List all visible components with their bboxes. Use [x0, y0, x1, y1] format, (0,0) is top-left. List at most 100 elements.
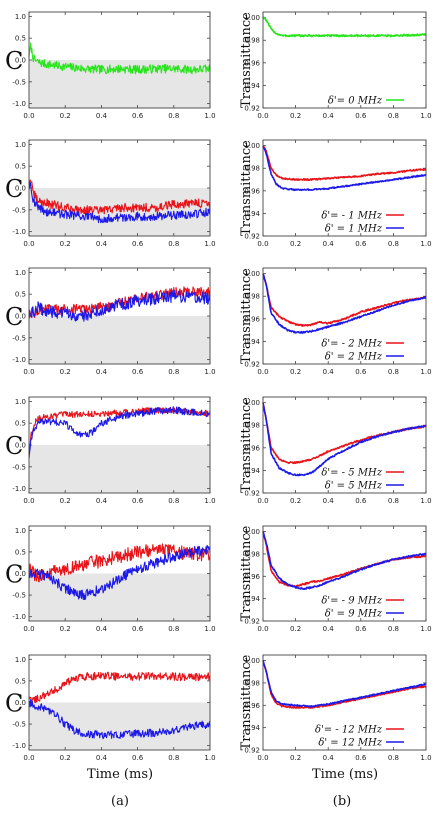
y-tick-label: 0.5	[15, 420, 26, 428]
x-tick-label: 0.4	[96, 497, 108, 505]
y-axis-label-c: C	[5, 561, 23, 589]
series-line-blue	[262, 531, 427, 590]
plot-frame	[28, 525, 211, 622]
series-line-red	[262, 273, 427, 327]
y-tick-label: 0.96	[244, 444, 260, 452]
y-tick-label: 0.94	[244, 595, 260, 603]
x-tick-label: 0.4	[96, 625, 108, 633]
y-tick-label: 1.00	[244, 270, 260, 278]
plot-frame	[28, 11, 211, 109]
y-axis-label-transmittance: Transmittance	[239, 525, 254, 621]
series-line-red	[28, 179, 211, 215]
x-tick-label: 1.0	[204, 497, 215, 505]
series-line-green	[262, 16, 427, 38]
x-tick-label: 0.4	[323, 754, 335, 762]
chart-a-row-5: -1.0 -0.5 0.0 0.5 1.0 0.0 0.2 0.4 0.6 0.8 1.0 C	[5, 525, 216, 633]
x-tick-label: 0.0	[257, 754, 268, 762]
x-tick-label: 1.0	[420, 240, 431, 248]
x-axis-label-a: Time (ms)	[87, 767, 153, 782]
x-tick-label: 0.6	[132, 497, 144, 505]
y-tick-label: 0.98	[244, 293, 260, 301]
y-tick-label: 1.0	[15, 656, 26, 664]
y-tick-label: 0.92	[244, 490, 260, 498]
x-tick-label: 0.4	[323, 625, 335, 633]
plot-frame	[262, 139, 427, 237]
x-tick-label: 0.4	[96, 368, 108, 376]
x-tick-label: 1.0	[204, 240, 215, 248]
chart-a-row-2: -1.0 -0.5 0.0 0.5 1.0 0.0 0.2 0.4 0.6 0.8 1.0 C	[5, 139, 216, 248]
y-tick-label: 0.5	[15, 163, 26, 171]
y-axis-label-transmittance: Transmittance	[239, 654, 254, 750]
x-tick-label: 0.6	[355, 368, 367, 376]
y-axis-label-transmittance: Transmittance	[239, 268, 254, 364]
series-line-red	[262, 660, 427, 709]
x-tick-label: 0.4	[96, 754, 108, 762]
x-tick-label: 0.8	[388, 368, 399, 376]
chart-b-row-5: 0.92 0.94 0.96 0.98 1.00 0.0 0.2 0.4 0.6 0.8 1.0 Tr…	[239, 525, 432, 633]
y-tick-label: 0.92	[244, 105, 260, 113]
series-line-red	[262, 145, 427, 181]
y-axis-label-transmittance: Transmittance	[239, 12, 254, 108]
x-tick-label: 0.0	[23, 112, 34, 120]
series-line-blue	[262, 402, 427, 477]
y-tick-label: 0.94	[244, 338, 260, 346]
x-tick-label: 0.6	[132, 368, 144, 376]
y-axis-label-c: C	[5, 175, 23, 203]
y-axis-label-transmittance: Transmittance	[239, 397, 254, 493]
series-line-blue	[28, 289, 211, 322]
x-tick-label: 0.4	[323, 368, 335, 376]
x-tick-label: 0.2	[60, 625, 71, 633]
x-tick-label: 0.8	[168, 112, 179, 120]
y-tick-label: 0.98	[244, 165, 260, 173]
y-tick-label: 0.5	[15, 291, 26, 299]
chart-b-row-4: 0.92 0.94 0.96 0.98 1.00 0.0 0.2 0.4 0.6 0.8 1.0 Tr…	[239, 396, 432, 505]
plot-frame	[262, 525, 427, 622]
y-tick-label: 0.92	[244, 618, 260, 626]
y-tick-label: 1.00	[244, 528, 260, 536]
plot-frame	[262, 654, 427, 751]
legend-label: δ'= - 2 MHz	[321, 339, 382, 350]
x-tick-label: 0.2	[290, 754, 301, 762]
x-tick-label: 0.4	[96, 240, 108, 248]
x-tick-label: 0.8	[388, 625, 399, 633]
y-tick-label: 1.0	[15, 141, 26, 149]
negative-region-shading	[29, 702, 210, 750]
y-tick-label: -1.0	[12, 228, 26, 236]
series-line-blue	[28, 699, 211, 740]
x-tick-label: 0.0	[257, 497, 268, 505]
y-tick-label: 1.0	[15, 527, 26, 535]
y-tick-label: 0.0	[15, 442, 26, 450]
y-tick-label: 0.5	[15, 548, 26, 556]
legend-label: δ'= - 1 MHz	[321, 211, 382, 222]
legend-label: δ'= 0 MHz	[328, 96, 383, 107]
y-tick-label: 0.92	[244, 361, 260, 369]
plot-frame	[28, 396, 211, 494]
legend-label: δ'= - 12 MHz	[315, 725, 383, 736]
x-tick-label: 0.4	[96, 112, 108, 120]
y-tick-label: 0.94	[244, 467, 260, 475]
y-tick-label: 0.98	[244, 550, 260, 558]
y-tick-label: 0.0	[15, 570, 26, 578]
chart-b-row-6: 0.92 0.94 0.96 0.98 1.00 0.0 0.2 0.4 0.6 0.8 1.0 Tr…	[239, 654, 432, 762]
x-tick-label: 0.2	[60, 368, 71, 376]
y-tick-label: 0.0	[15, 313, 26, 321]
legend-label: δ'= - 9 MHz	[321, 596, 382, 607]
x-tick-label: 0.2	[290, 368, 301, 376]
x-tick-label: 0.0	[257, 625, 268, 633]
y-axis-label-c: C	[5, 303, 23, 331]
x-tick-label: 0.0	[23, 497, 34, 505]
x-tick-label: 0.6	[355, 497, 367, 505]
series-line-red	[262, 402, 427, 465]
x-tick-label: 1.0	[420, 754, 431, 762]
y-tick-label: 1.00	[244, 399, 260, 407]
y-tick-label: 1.00	[244, 657, 260, 665]
series-line-blue	[262, 273, 427, 334]
x-tick-label: 0.2	[290, 112, 301, 120]
y-tick-label: 0.98	[244, 422, 260, 430]
negative-region-shading	[29, 445, 210, 493]
y-tick-label: 0.96	[244, 573, 260, 581]
y-tick-label: -0.5	[12, 592, 26, 600]
x-tick-label: 0.6	[132, 112, 144, 120]
x-tick-label: 1.0	[420, 112, 431, 120]
chart-b-row-3: 0.92 0.94 0.96 0.98 1.00 0.0 0.2 0.4 0.6 0.8 1.0 Tr…	[239, 267, 432, 376]
